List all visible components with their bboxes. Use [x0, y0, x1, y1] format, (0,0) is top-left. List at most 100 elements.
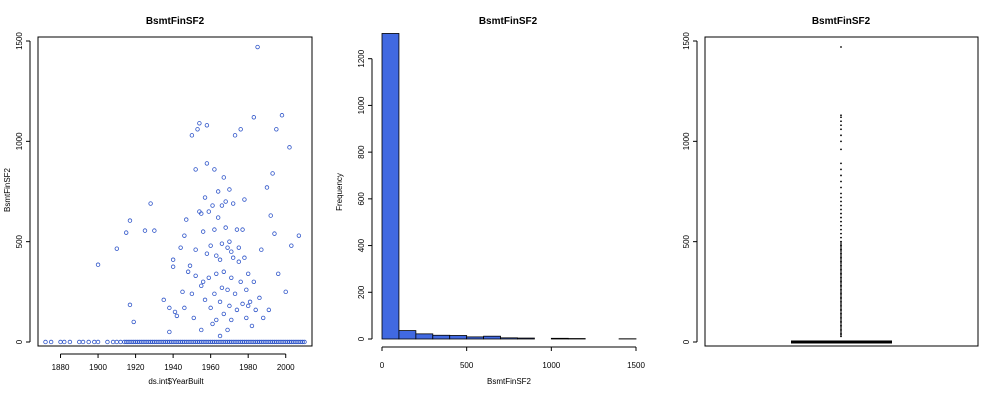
scatter-point	[244, 287, 249, 293]
scatter-point	[296, 233, 302, 238]
scatter-point	[234, 227, 240, 232]
boxplot-outlier	[840, 324, 842, 326]
scatter-y-tick-label: 0	[15, 339, 24, 344]
boxplot-outlier	[840, 265, 842, 267]
histogram-x-tick-label: 1000	[542, 361, 560, 370]
histogram-y-tick-label: 1200	[357, 49, 366, 67]
scatter-point	[92, 339, 97, 345]
scatter-point	[253, 307, 258, 313]
histogram-bar	[483, 335, 501, 340]
scatter-point	[225, 287, 230, 293]
scatter-point	[249, 323, 255, 329]
scatter-point	[238, 127, 243, 132]
boxplot-outlier	[840, 275, 842, 277]
boxplot-outlier	[840, 248, 842, 250]
scatter-point	[236, 245, 242, 250]
boxplot-outlier	[840, 335, 842, 337]
boxplot-outlier	[840, 296, 842, 299]
boxplot-outlier	[840, 174, 842, 177]
scatter-point	[223, 225, 228, 230]
histogram-bar	[466, 336, 484, 340]
boxplot-outlier	[840, 300, 842, 302]
boxplot-outlier	[840, 299, 842, 301]
scatter-point	[214, 253, 219, 258]
boxplot-outlier	[840, 253, 842, 255]
scatter-point	[232, 133, 238, 138]
boxplot-y-tick-label: 500	[682, 234, 691, 248]
boxplot-outlier	[840, 114, 842, 117]
scatter-point	[230, 201, 236, 206]
histogram-y-tick-label: 800	[357, 145, 366, 159]
boxplot-outlier	[840, 334, 842, 336]
scatter-point	[199, 211, 204, 216]
histogram-bar	[500, 337, 518, 340]
boxplot-outlier	[840, 295, 842, 297]
boxplot-outlier	[840, 303, 842, 306]
boxplot-outlier	[840, 269, 842, 271]
scatter-point	[289, 243, 294, 248]
scatter-point	[238, 279, 243, 284]
scatter-point	[77, 339, 82, 345]
histogram-y-tick-label: 1000	[357, 96, 366, 114]
scatter-point	[214, 317, 219, 323]
scatter-point	[230, 255, 236, 260]
boxplot-outlier	[840, 140, 842, 143]
boxplot-outlier	[840, 316, 842, 318]
scatter-panel: BsmtFinSF2 ds.int$YearBuilt BsmtFinSF2 1…	[3, 16, 313, 386]
scatter-point	[300, 339, 305, 345]
boxplot-outlier	[840, 276, 842, 278]
boxplot-outlier	[840, 311, 842, 313]
boxplot-outlier	[840, 254, 842, 257]
boxplot-outlier	[840, 320, 842, 323]
scatter-point	[217, 299, 223, 305]
boxplot-outlier	[840, 208, 842, 211]
scatter-point	[212, 167, 217, 172]
boxplot-outlier	[840, 297, 842, 300]
boxplot-outlier	[840, 273, 842, 276]
boxplot-outlier	[840, 313, 842, 315]
scatter-point	[193, 247, 198, 252]
scatter-x-tick-label: 1900	[89, 363, 107, 372]
scatter-point	[217, 333, 223, 339]
scatter-point	[302, 339, 307, 345]
boxplot-outlier	[840, 46, 842, 48]
boxplot-outlier	[840, 312, 842, 314]
scatter-point	[200, 229, 206, 234]
boxplot-y-tick-label: 1500	[682, 32, 691, 50]
boxplot-outlier	[840, 288, 842, 290]
scatter-point	[236, 259, 242, 264]
boxplot-outlier	[840, 232, 842, 235]
boxplot-outlier	[840, 257, 842, 259]
boxplot-panel: BsmtFinSF2 0 500 1000 1500	[682, 16, 979, 347]
boxplot-outlier	[840, 168, 842, 171]
boxplot-frame	[704, 36, 979, 347]
scatter-point	[242, 197, 247, 202]
scatter-point	[240, 227, 245, 232]
histogram-bar	[449, 335, 468, 340]
scatter-point	[227, 187, 232, 192]
scatter-point	[227, 239, 232, 244]
histogram-bar	[398, 330, 417, 340]
scatter-y-label: BsmtFinSF2	[3, 167, 12, 212]
boxplot-outlier	[840, 249, 842, 252]
scatter-point	[105, 339, 110, 345]
boxplot-outlier	[840, 128, 842, 131]
scatter-point	[257, 295, 262, 301]
scatter-y-tick-label: 1000	[15, 132, 24, 150]
boxplot-outlier	[840, 272, 842, 275]
boxplot-outlier	[840, 220, 842, 223]
scatter-point	[114, 246, 120, 251]
boxplot-outlier	[840, 228, 842, 231]
scatter-point	[80, 339, 86, 345]
boxplot-outlier	[840, 241, 842, 243]
boxplot-outlier	[840, 302, 842, 305]
boxplot-outlier	[840, 246, 842, 248]
scatter-point	[172, 309, 178, 315]
scatter-point	[118, 339, 123, 345]
scatter-point	[167, 329, 172, 335]
boxplot-outlier	[840, 255, 842, 258]
scatter-point	[276, 271, 281, 276]
histogram-title: BsmtFinSF2	[479, 16, 538, 27]
scatter-point	[110, 339, 116, 345]
